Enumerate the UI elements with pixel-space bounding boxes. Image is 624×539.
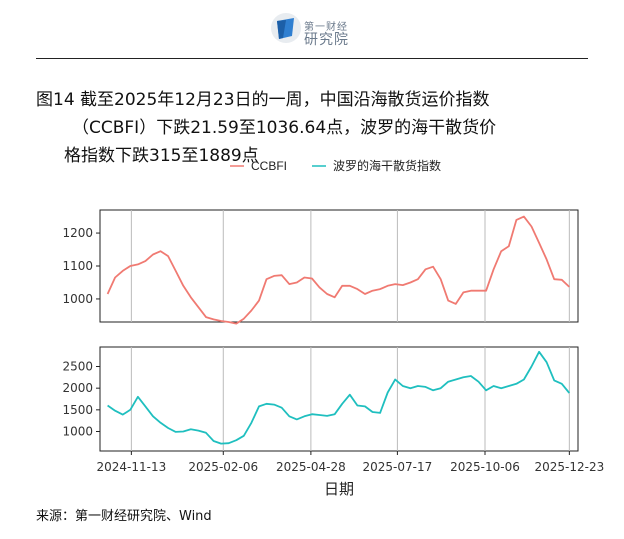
brand-logo-icon [271, 13, 301, 43]
panel-ccbfi: 1000 1100 1200 [62, 210, 570, 325]
x-axis: 2024-11-13 2025-02-06 2025-04-28 2025-07-17… [96, 451, 604, 474]
title-line-1: 图14 截至2025年12月23日的一周，中国沿海散货运价指数 [36, 90, 490, 110]
x-tick-label-1: 2025-02-06 [188, 460, 258, 474]
figure-title: 图14 截至2025年12月23日的一周，中国沿海散货运价指数 （CCBFI）下… [36, 86, 596, 170]
y-tick-label-bdi-1: 1500 [62, 403, 93, 417]
panel-bdi: 1000 1500 2000 2500 [62, 347, 570, 451]
x-tick-label-2: 2025-04-28 [276, 460, 346, 474]
header-divider [36, 58, 588, 59]
legend: CCBFI 波罗的海干散货指数 [230, 158, 441, 173]
series-line-bdi [107, 350, 570, 445]
series-line-ccbfi [106, 215, 570, 325]
y-tick-label-bdi-0: 1000 [62, 425, 93, 439]
y-tick-label-ccbfi-2: 1200 [62, 226, 93, 240]
title-line-2: （CCBFI）下跌21.59至1036.64点，波罗的海干散货价 [72, 118, 497, 138]
x-axis-label: 日期 [324, 480, 354, 498]
title-line-3: 格指数下跌315至1889点 [64, 146, 259, 166]
x-tick-label-3: 2025-07-17 [363, 460, 433, 474]
logo-text-bottom: 研究院 [304, 32, 349, 48]
y-tick-label-bdi-3: 2500 [62, 360, 93, 374]
y-tick-label-ccbfi-0: 1000 [62, 292, 93, 306]
legend-label-ccbfi: CCBFI [251, 159, 287, 173]
line-chart: CCBFI 波罗的海干散货指数 1000 1100 1200 1000 1500 200… [62, 158, 604, 498]
x-tick-label-0: 2024-11-13 [96, 460, 166, 474]
logo-text-top: 第一财经 [304, 22, 348, 33]
x-tick-label-4: 2025-10-06 [450, 460, 520, 474]
y-tick-label-ccbfi-1: 1100 [62, 259, 93, 273]
legend-label-bdi: 波罗的海干散货指数 [333, 158, 441, 173]
panel-bottom-frame [99, 346, 579, 452]
source-note: 来源：第一财经研究院、Wind [36, 509, 212, 524]
x-tick-label-5: 2025-12-23 [534, 460, 604, 474]
logo: 第一财经 研究院 [270, 8, 370, 48]
panel-top-frame [99, 209, 579, 323]
y-tick-label-bdi-2: 2000 [62, 381, 93, 395]
